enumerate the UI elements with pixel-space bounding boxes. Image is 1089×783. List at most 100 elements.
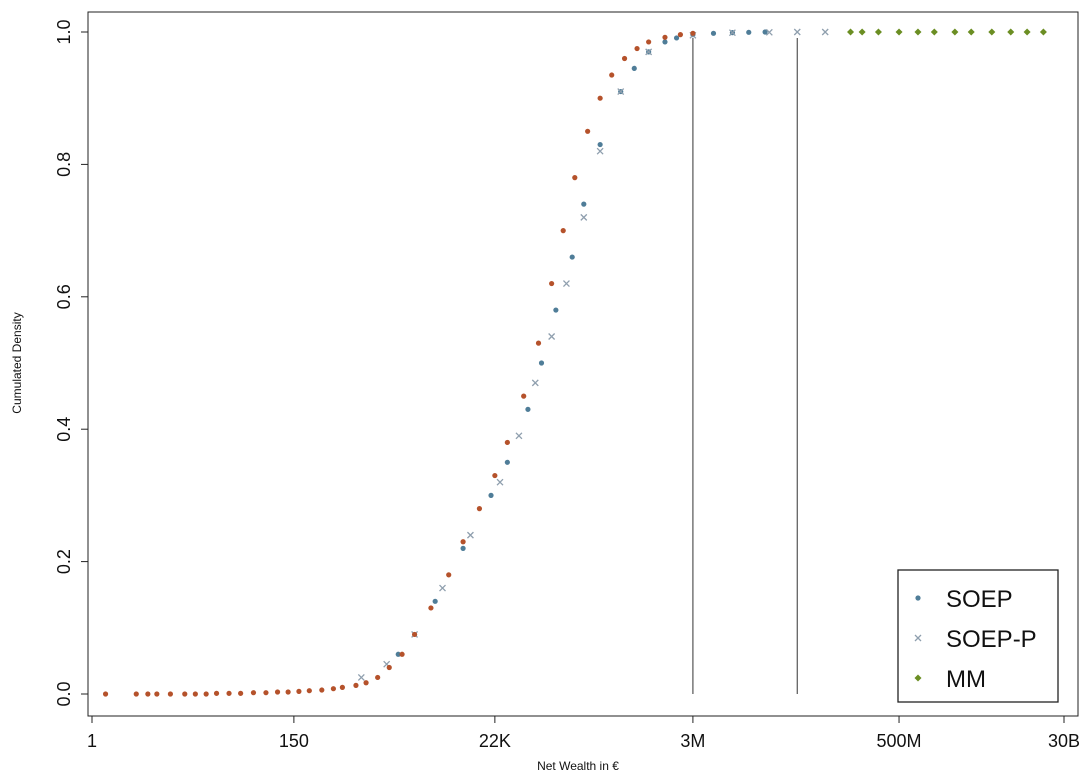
data-point [446, 572, 452, 578]
x-axis: 1 150 22K 3M 500M 30B [87, 715, 1080, 751]
data-point [572, 175, 578, 181]
data-point [646, 39, 652, 45]
y-tick-label: 1.0 [54, 19, 74, 44]
data-point [631, 65, 637, 72]
legend-label: MM [946, 666, 986, 693]
data-point [549, 280, 555, 287]
y-tick-label: 0.0 [54, 681, 74, 706]
data-point [710, 30, 717, 36]
data-point [411, 631, 418, 638]
data-point [263, 690, 269, 696]
data-point [535, 340, 542, 346]
legend-label: SOEP [946, 586, 1013, 613]
data-point [203, 691, 209, 697]
data-point [690, 30, 696, 36]
x-tick-label: 500M [877, 731, 922, 751]
data-point [553, 307, 559, 313]
data-point [167, 691, 174, 697]
data-point [102, 691, 109, 697]
data-point [597, 95, 603, 101]
data-point [460, 539, 466, 545]
data-point [634, 45, 640, 52]
x-tick-label: 30B [1048, 731, 1080, 751]
data-point [617, 88, 625, 96]
data-point [746, 29, 752, 35]
y-axis: 0.0 0.2 0.4 0.6 0.8 1.0 [54, 12, 89, 716]
data-point [432, 598, 438, 604]
data-point [597, 141, 603, 148]
data-point [515, 432, 523, 440]
data-point [504, 459, 510, 465]
data-point [728, 29, 736, 37]
data-point [492, 472, 498, 479]
data-point [609, 72, 615, 78]
data-point [548, 333, 556, 340]
series-overlay [102, 30, 696, 697]
data-point [192, 691, 198, 697]
data-point [182, 691, 188, 697]
data-point [375, 674, 381, 681]
data-point [274, 689, 281, 695]
data-point [357, 673, 365, 681]
data-point [793, 28, 801, 36]
data-point [596, 147, 604, 155]
data-point [662, 39, 668, 45]
series-mm [847, 28, 1047, 36]
y-tick-label: 0.4 [54, 417, 74, 442]
x-tick-label: 22K [479, 731, 511, 751]
data-point [439, 584, 446, 592]
x-tick-label: 1 [87, 731, 97, 751]
data-point [895, 28, 903, 36]
data-point [285, 689, 291, 695]
data-point [399, 651, 405, 657]
data-point [466, 531, 474, 539]
data-point [581, 201, 587, 207]
data-point [569, 254, 575, 260]
x-tick-label: 3M [680, 731, 705, 751]
data-point [496, 478, 504, 486]
data-point [145, 691, 151, 697]
legend-marker-2 [914, 634, 922, 642]
data-point [363, 680, 369, 686]
data-point [673, 35, 680, 41]
data-point [762, 29, 768, 35]
data-point [645, 48, 653, 56]
legend-marker [915, 595, 921, 601]
data-point [353, 682, 359, 688]
y-tick-label: 0.2 [54, 549, 74, 574]
legend-marker-1 [915, 595, 921, 601]
data-point [428, 605, 434, 611]
reference-lines [692, 38, 798, 694]
data-point [562, 280, 570, 288]
data-point [874, 28, 882, 36]
data-point [319, 687, 325, 693]
data-point [847, 28, 855, 36]
data-point [538, 360, 545, 366]
y-tick-label: 0.6 [54, 284, 74, 309]
data-point [560, 228, 566, 234]
data-point [504, 439, 510, 446]
data-point [296, 688, 302, 694]
data-point [306, 688, 312, 694]
y-tick-label: 0.8 [54, 152, 74, 177]
data-point [1039, 28, 1047, 36]
data-point [621, 55, 628, 62]
data-point [238, 690, 244, 696]
data-point [1023, 28, 1031, 36]
legend-marker-3 [914, 674, 922, 682]
data-point [386, 664, 392, 671]
data-point [226, 690, 232, 696]
data-point [988, 28, 996, 36]
data-point [133, 691, 139, 697]
data-point [488, 492, 494, 498]
data-point [476, 506, 483, 512]
data-point [951, 28, 959, 36]
x-axis-label: Net Wealth in € [537, 759, 619, 773]
data-point [250, 690, 257, 696]
data-point [330, 686, 337, 692]
legend-marker [914, 674, 922, 682]
data-point [967, 28, 975, 36]
data-point [521, 393, 527, 399]
